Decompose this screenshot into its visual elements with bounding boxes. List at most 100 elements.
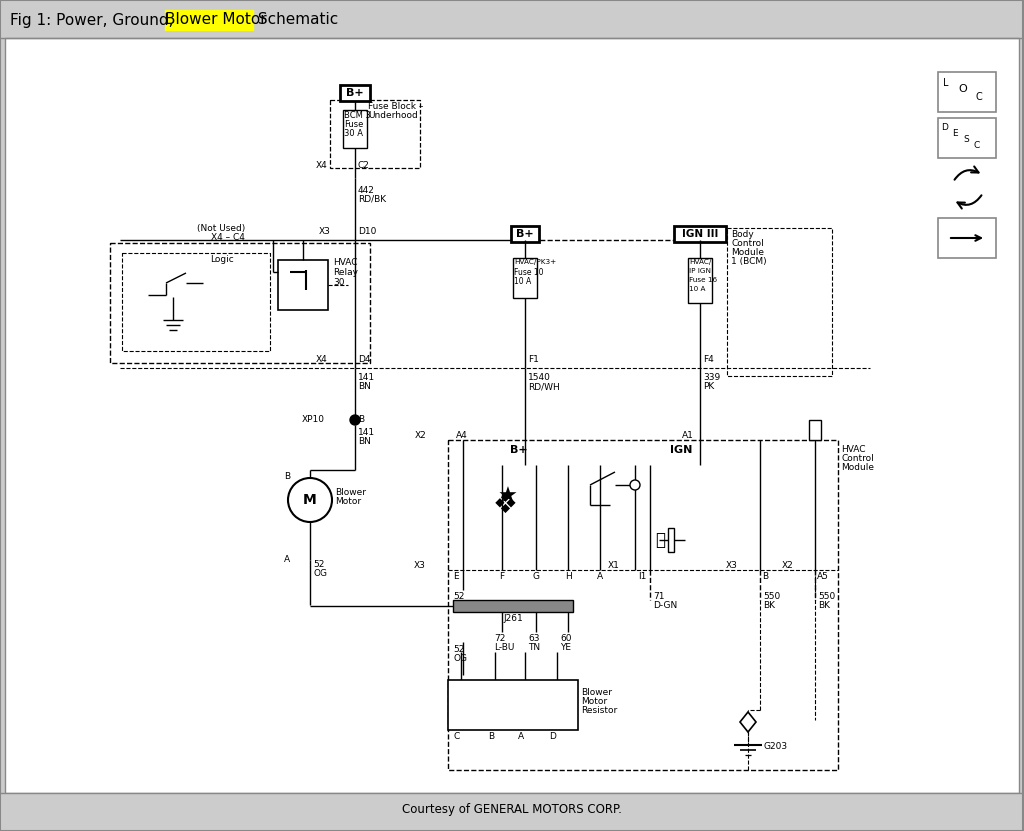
Text: 72: 72 xyxy=(494,634,506,643)
Bar xyxy=(122,253,270,351)
Text: D-GN: D-GN xyxy=(653,601,677,610)
Text: 141: 141 xyxy=(358,373,375,382)
Text: Fig 1: Power, Ground,: Fig 1: Power, Ground, xyxy=(10,12,178,27)
Text: X4: X4 xyxy=(315,356,327,365)
Text: BN: BN xyxy=(358,437,371,446)
Text: B+: B+ xyxy=(510,445,527,455)
Text: C: C xyxy=(454,732,460,741)
Text: X3: X3 xyxy=(726,560,738,569)
Bar xyxy=(453,600,573,612)
Text: G: G xyxy=(532,572,540,581)
Text: C2: C2 xyxy=(358,161,370,170)
Text: Module: Module xyxy=(731,248,764,257)
Text: F1: F1 xyxy=(528,356,539,365)
Text: A1: A1 xyxy=(682,430,694,440)
Bar xyxy=(165,10,253,30)
Text: (Not Used): (Not Used) xyxy=(197,224,245,233)
Text: OG: OG xyxy=(313,569,327,578)
Text: A: A xyxy=(597,572,603,581)
Text: D10: D10 xyxy=(358,228,377,237)
Text: Control: Control xyxy=(841,454,873,463)
Text: X4 – C4: X4 – C4 xyxy=(211,233,245,242)
Text: Courtesy of GENERAL MOTORS CORP.: Courtesy of GENERAL MOTORS CORP. xyxy=(402,804,622,817)
Bar xyxy=(511,226,539,242)
Text: O: O xyxy=(958,84,967,94)
Text: X2: X2 xyxy=(781,560,793,569)
Bar xyxy=(668,528,674,552)
Text: A: A xyxy=(284,555,290,564)
Bar xyxy=(0,0,1024,38)
Text: Blower: Blower xyxy=(335,488,366,497)
Text: L-BU: L-BU xyxy=(494,643,514,652)
Text: X3: X3 xyxy=(414,560,426,569)
Text: 10 A: 10 A xyxy=(689,286,706,292)
Text: Underhood: Underhood xyxy=(368,111,418,120)
Text: 550: 550 xyxy=(818,592,836,601)
Text: E: E xyxy=(454,572,459,581)
Text: Fuse 10: Fuse 10 xyxy=(514,268,544,277)
Bar xyxy=(544,695,562,710)
Text: 339: 339 xyxy=(703,373,720,382)
Bar xyxy=(938,72,996,112)
Text: 1 (BCM): 1 (BCM) xyxy=(731,257,767,266)
Text: HVAC/: HVAC/ xyxy=(689,259,712,265)
Circle shape xyxy=(350,415,360,425)
Text: ⏻: ⏻ xyxy=(655,531,665,549)
Text: 10 A: 10 A xyxy=(514,277,531,286)
Bar xyxy=(938,218,996,258)
Bar xyxy=(459,695,477,710)
Bar xyxy=(519,695,537,710)
Text: XP10: XP10 xyxy=(302,416,325,425)
Bar xyxy=(343,110,367,148)
Text: Fuse: Fuse xyxy=(344,120,364,129)
Bar xyxy=(688,258,712,303)
Text: 442: 442 xyxy=(358,186,375,195)
Text: B+: B+ xyxy=(346,88,364,98)
Text: D4: D4 xyxy=(358,356,371,365)
Bar xyxy=(449,440,838,770)
Text: J261: J261 xyxy=(503,614,523,623)
Text: BK: BK xyxy=(763,601,775,610)
Text: BK: BK xyxy=(818,601,830,610)
Text: D: D xyxy=(941,123,948,132)
Text: YE: YE xyxy=(560,643,571,652)
Text: 141: 141 xyxy=(358,428,375,437)
Text: S: S xyxy=(963,135,969,144)
Text: C: C xyxy=(976,92,983,102)
Text: G203: G203 xyxy=(764,742,788,751)
Polygon shape xyxy=(740,712,756,732)
Text: Logic: Logic xyxy=(210,255,233,264)
Text: E: E xyxy=(952,129,957,138)
Text: TN: TN xyxy=(528,643,540,652)
Text: IGN III: IGN III xyxy=(682,229,718,239)
Text: 52: 52 xyxy=(453,645,464,654)
Text: F4: F4 xyxy=(703,356,714,365)
Text: 71: 71 xyxy=(653,592,665,601)
Bar xyxy=(727,228,831,376)
Bar xyxy=(340,85,370,101)
Text: 63: 63 xyxy=(528,634,540,643)
Text: 1540: 1540 xyxy=(528,373,551,382)
Text: 60: 60 xyxy=(560,634,571,643)
Text: H: H xyxy=(564,572,571,581)
Circle shape xyxy=(288,478,332,522)
Text: PK: PK xyxy=(703,382,715,391)
Text: Motor: Motor xyxy=(581,697,607,706)
Text: B: B xyxy=(488,732,494,741)
Text: X1: X1 xyxy=(608,560,620,569)
Text: IGN: IGN xyxy=(670,445,692,455)
Text: C: C xyxy=(974,141,980,150)
Text: Module: Module xyxy=(841,463,874,472)
Text: Blower: Blower xyxy=(581,688,612,697)
Text: Control: Control xyxy=(731,239,764,248)
Text: BCM 3: BCM 3 xyxy=(344,111,371,120)
Polygon shape xyxy=(290,272,306,288)
Text: I1: I1 xyxy=(638,572,646,581)
Bar xyxy=(938,118,996,158)
Text: Fuse Block –: Fuse Block – xyxy=(368,102,423,111)
Text: 30: 30 xyxy=(333,278,344,287)
Bar xyxy=(489,695,507,710)
Text: L: L xyxy=(943,78,948,88)
Text: X3: X3 xyxy=(319,228,331,237)
Text: BN: BN xyxy=(358,382,371,391)
